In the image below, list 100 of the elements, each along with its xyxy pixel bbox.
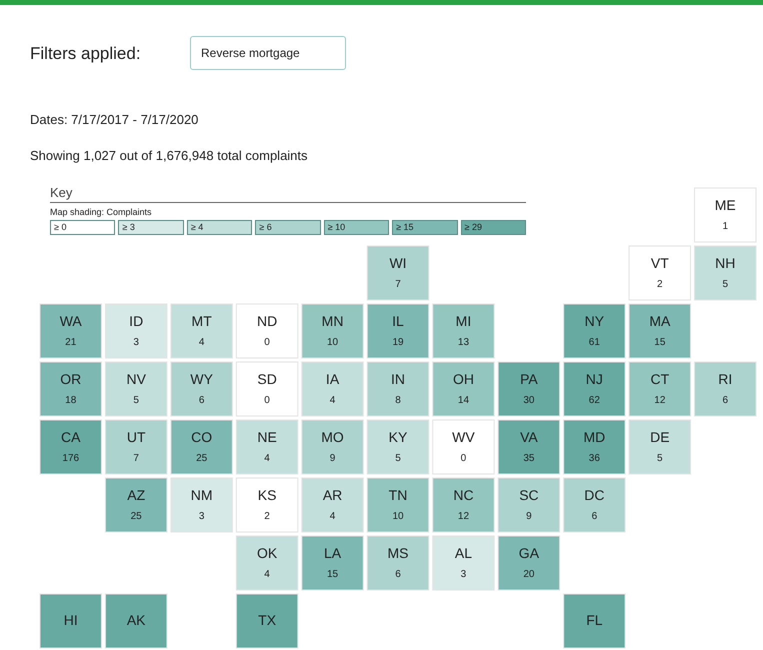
category-label: SD (257, 370, 277, 387)
category-label: GA (518, 544, 540, 561)
category-label: WI (389, 254, 407, 271)
data-label: 61 (588, 336, 600, 348)
category-label: IN (391, 370, 405, 387)
category-label: MN (322, 312, 344, 329)
data-label: 10 (326, 336, 339, 348)
text: ≥ 0 (50, 220, 116, 235)
category-label: OK (256, 544, 278, 561)
category-label: VT (650, 254, 670, 271)
category-label: ME (714, 196, 736, 213)
data-label: 2 (657, 278, 664, 290)
data-label: 14 (458, 394, 470, 406)
data-label: 3 (198, 510, 205, 522)
data-label: 36 (588, 452, 600, 464)
category-label: RI (718, 370, 732, 387)
category-label: WV (452, 428, 476, 445)
text: Reverse mortgage (190, 36, 346, 70)
legend-title: Key (50, 185, 526, 203)
data-label: 5 (133, 394, 140, 406)
data-label: 6 (395, 568, 402, 580)
text: ≥ 29 (460, 220, 526, 235)
data-label: 6 (722, 394, 728, 406)
data-label: 0 (460, 452, 467, 464)
data-label: 12 (654, 394, 666, 406)
category-label: FL (586, 612, 603, 628)
text: ≥ 6 (255, 220, 321, 235)
category-label: UT (126, 428, 146, 445)
category-label: AR (322, 486, 342, 503)
category-label: CT (650, 370, 670, 387)
category-label: TN (388, 486, 408, 503)
text: Filters applied: (30, 44, 141, 64)
text: ≥ 15 (392, 220, 458, 235)
category-label: ID (129, 312, 144, 329)
data-label: 20 (523, 568, 535, 580)
category-label: MO (321, 428, 344, 445)
data-label: 4 (330, 394, 336, 406)
category-label: AL (454, 544, 472, 561)
category-label: OH (452, 370, 474, 387)
data-label: 62 (588, 394, 600, 406)
data-label: 4 (264, 568, 270, 580)
data-label: 6 (592, 510, 598, 522)
category-label: KY (388, 428, 408, 445)
category-label: WA (60, 312, 82, 329)
category-label: NV (126, 370, 147, 387)
data-label: 6 (198, 394, 205, 406)
data-label: 25 (130, 510, 142, 522)
data-label: 19 (392, 336, 404, 348)
category-label: MT (192, 312, 212, 329)
data-label: 2 (264, 510, 270, 522)
data-label: 5 (657, 452, 664, 464)
text: ≥ 4 (186, 220, 252, 235)
text: Dates: 7/17/2017 - 7/17/2020 (30, 112, 198, 127)
category-label: HI (64, 612, 78, 628)
data-label: 25 (196, 452, 208, 464)
data-label: 10 (392, 510, 404, 522)
text: ≥ 3 (118, 220, 184, 235)
category-label: NE (257, 428, 277, 445)
data-label: 4 (198, 336, 205, 348)
data-label: 21 (65, 336, 77, 348)
text: ≥ 10 (324, 220, 390, 235)
category-label: AZ (127, 486, 146, 503)
category-label: DC (584, 486, 604, 503)
text: Showing 1,027 out of 1,676,948 total complaints (30, 148, 308, 163)
data-label: 3 (133, 336, 140, 348)
category-label: WY (190, 370, 214, 387)
data-label: 5 (395, 452, 402, 464)
data-label: 0 (264, 336, 270, 348)
data-label: 7 (395, 278, 402, 290)
category-label: MA (649, 312, 671, 329)
category-label: MI (456, 312, 472, 329)
data-label: 0 (264, 394, 270, 406)
data-label: 9 (330, 452, 336, 464)
color-bar-title: Map shading: Complaints (50, 207, 153, 217)
data-label: 1 (722, 220, 728, 232)
category-label: NC (453, 486, 474, 503)
category-label: DE (650, 428, 670, 445)
category-label: TX (258, 612, 277, 628)
category-label: LA (324, 544, 342, 561)
data-label: 8 (395, 394, 402, 406)
category-label: NH (715, 254, 736, 271)
data-label: 15 (654, 336, 666, 348)
category-label: ND (256, 312, 278, 329)
category-label: AK (126, 612, 146, 628)
data-label: 15 (326, 568, 339, 580)
data-label: 12 (458, 510, 470, 522)
category-label: VA (520, 428, 538, 445)
category-label: NM (190, 486, 213, 503)
data-label: 5 (722, 278, 728, 290)
category-label: OR (60, 370, 82, 387)
category-label: MD (583, 428, 606, 445)
category-label: SC (519, 486, 539, 503)
category-label: MS (388, 544, 408, 561)
category-label: CO (191, 428, 212, 445)
category-label: NJ (586, 370, 603, 387)
data-label: 35 (523, 452, 535, 464)
category-label: KS (258, 486, 276, 503)
data-label: 7 (133, 452, 140, 464)
category-label: NY (584, 312, 605, 329)
data-label: 13 (458, 336, 470, 348)
